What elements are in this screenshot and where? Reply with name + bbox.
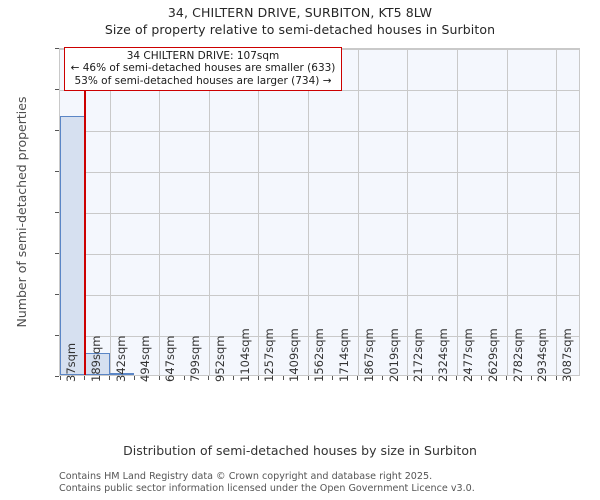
gridline-horizontal <box>60 172 579 173</box>
x-axis-tick-label: 1714sqm <box>336 328 351 382</box>
bar <box>109 372 135 375</box>
x-axis-tick <box>506 376 508 380</box>
x-axis-tick <box>555 376 557 380</box>
x-axis-tick-label: 2477sqm <box>460 328 475 382</box>
gridline-horizontal <box>60 213 579 214</box>
x-axis-tick-label: 1562sqm <box>312 328 327 382</box>
annotation-line-2: ← 46% of semi-detached houses are smalle… <box>70 62 336 75</box>
x-axis-tick-label: 2782sqm <box>510 328 525 382</box>
gridline-vertical <box>407 49 408 375</box>
y-axis-title: Number of semi-detached properties <box>14 96 29 328</box>
y-axis-tick <box>55 130 59 131</box>
x-axis-tick-label: 1409sqm <box>287 328 302 382</box>
bar <box>60 116 85 375</box>
gridline-horizontal <box>60 254 579 255</box>
x-axis-tick <box>456 376 458 380</box>
x-axis-tick <box>406 376 408 380</box>
y-axis-tick <box>55 253 59 254</box>
x-axis-tick-label: 2934sqm <box>535 328 550 382</box>
x-axis-tick <box>59 376 61 380</box>
gridline-vertical <box>308 49 309 375</box>
gridline-vertical <box>507 49 508 375</box>
y-axis-tick <box>55 48 59 49</box>
x-axis-tick-label: 799sqm <box>188 335 203 382</box>
x-axis-tick <box>109 376 111 380</box>
page-title: 34, CHILTERN DRIVE, SURBITON, KT5 8LW <box>167 5 433 20</box>
x-axis-tick <box>257 376 259 380</box>
property-marker-line <box>83 49 86 375</box>
x-axis-tick-label: 1867sqm <box>361 328 376 382</box>
x-axis-tick-label: 3087sqm <box>560 328 575 382</box>
x-axis-tick <box>382 376 384 380</box>
x-axis-tick <box>158 376 160 380</box>
x-axis-tick <box>530 376 532 380</box>
x-axis-tick <box>133 376 135 380</box>
x-axis-tick <box>183 376 185 380</box>
x-axis-tick <box>233 376 235 380</box>
x-axis-tick <box>481 376 483 380</box>
x-axis-tick <box>431 376 433 380</box>
x-axis-tick-label: 2172sqm <box>411 328 426 382</box>
annotation-line-3: 53% of semi-detached houses are larger (… <box>74 74 332 87</box>
y-axis-tick <box>55 89 59 90</box>
property-annotation-box: 34 CHILTERN DRIVE: 107sqm ← 46% of semi-… <box>64 47 342 92</box>
footer-line-2: Contains public sector information licen… <box>59 482 475 494</box>
y-axis-tick <box>55 376 59 377</box>
gridline-vertical <box>159 49 160 375</box>
x-axis-tick <box>357 376 359 380</box>
x-axis-tick <box>307 376 309 380</box>
y-axis-tick <box>55 294 59 295</box>
x-axis-tick-label: 952sqm <box>212 335 227 382</box>
x-axis-tick <box>332 376 334 380</box>
gridline-vertical <box>209 49 210 375</box>
x-axis-tick <box>84 376 86 380</box>
x-axis-tick-label: 2324sqm <box>436 328 451 382</box>
gridline-vertical <box>110 49 111 375</box>
x-axis-tick-label: 1104sqm <box>237 328 252 382</box>
footer-attribution: Contains HM Land Registry data © Crown c… <box>59 471 475 494</box>
x-axis-tick-label: 189sqm <box>88 335 103 382</box>
gridline-vertical <box>556 49 557 375</box>
x-axis-tick <box>282 376 284 380</box>
annotation-line-1: 34 CHILTERN DRIVE: 107sqm <box>126 50 280 62</box>
x-axis-tick-label: 647sqm <box>163 335 178 382</box>
x-axis-tick-label: 2019sqm <box>386 328 401 382</box>
y-axis-tick <box>55 335 59 336</box>
y-axis-tick <box>55 171 59 172</box>
footer-line-1: Contains HM Land Registry data © Crown c… <box>59 471 433 482</box>
gridline-vertical <box>457 49 458 375</box>
gridline-horizontal <box>60 131 579 132</box>
x-axis-tick-label: 494sqm <box>138 335 153 382</box>
x-axis-tick-label: 342sqm <box>113 335 128 382</box>
gridline-vertical <box>358 49 359 375</box>
plot-area <box>59 48 580 376</box>
y-axis-tick <box>55 212 59 213</box>
x-axis-tick-label: 37sqm <box>64 342 78 382</box>
chart-subtitle: Size of property relative to semi-detach… <box>104 22 496 37</box>
x-axis-title: Distribution of semi-detached houses by … <box>123 443 477 458</box>
x-axis-tick <box>208 376 210 380</box>
gridline-horizontal <box>60 336 579 337</box>
gridline-horizontal <box>60 295 579 296</box>
x-axis-tick-label: 2629sqm <box>485 328 500 382</box>
x-axis-tick-label: 1257sqm <box>262 328 277 382</box>
gridline-vertical <box>258 49 259 375</box>
